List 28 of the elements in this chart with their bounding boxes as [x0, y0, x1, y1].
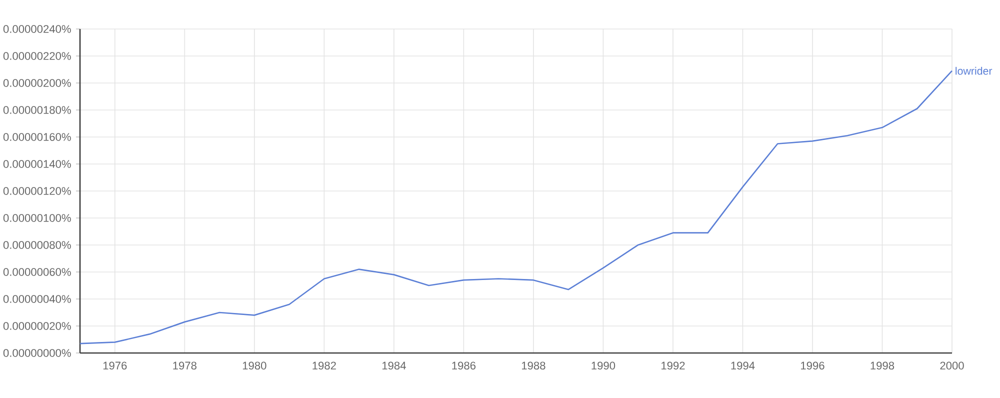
y-tick-label: 0.00000000% [3, 349, 71, 357]
x-tick-label: 1992 [661, 362, 685, 370]
x-tick-label: 1990 [592, 362, 616, 370]
x-tick-label: 1980 [242, 362, 266, 370]
x-tick-label: 1978 [173, 362, 196, 370]
x-tick-label: 1996 [801, 362, 824, 370]
x-tick-label: 2000 [940, 362, 964, 370]
y-tick-label: 0.00000160% [3, 133, 71, 141]
x-tick-label: 1988 [522, 362, 546, 370]
line-series [79, 70, 953, 344]
x-tick-label: 1986 [452, 362, 476, 370]
y-tick-label: 0.00000020% [3, 322, 71, 330]
y-tick-label: 0.00000220% [3, 52, 71, 60]
y-tick-label: 0.00000100% [3, 214, 71, 222]
y-tick-label: 0.00000240% [3, 25, 71, 33]
y-tick-label: 0.00000060% [3, 268, 71, 276]
series-label: lowrider [956, 66, 992, 75]
x-tick-label: 1998 [870, 362, 894, 370]
x-tick-label: 1982 [312, 362, 336, 370]
y-tick-label: 0.00000140% [3, 160, 71, 168]
y-tick-label: 0.00000200% [3, 79, 71, 87]
y-tick-label: 0.00000180% [3, 106, 71, 114]
y-tick-label: 0.00000120% [3, 187, 71, 195]
x-tick-label: 1984 [382, 362, 406, 370]
x-tick-label: 1994 [731, 362, 755, 370]
y-tick-label: 0.00000080% [3, 241, 71, 249]
y-tick-label: 0.00000040% [3, 295, 71, 303]
x-tick-label: 1976 [103, 362, 127, 370]
